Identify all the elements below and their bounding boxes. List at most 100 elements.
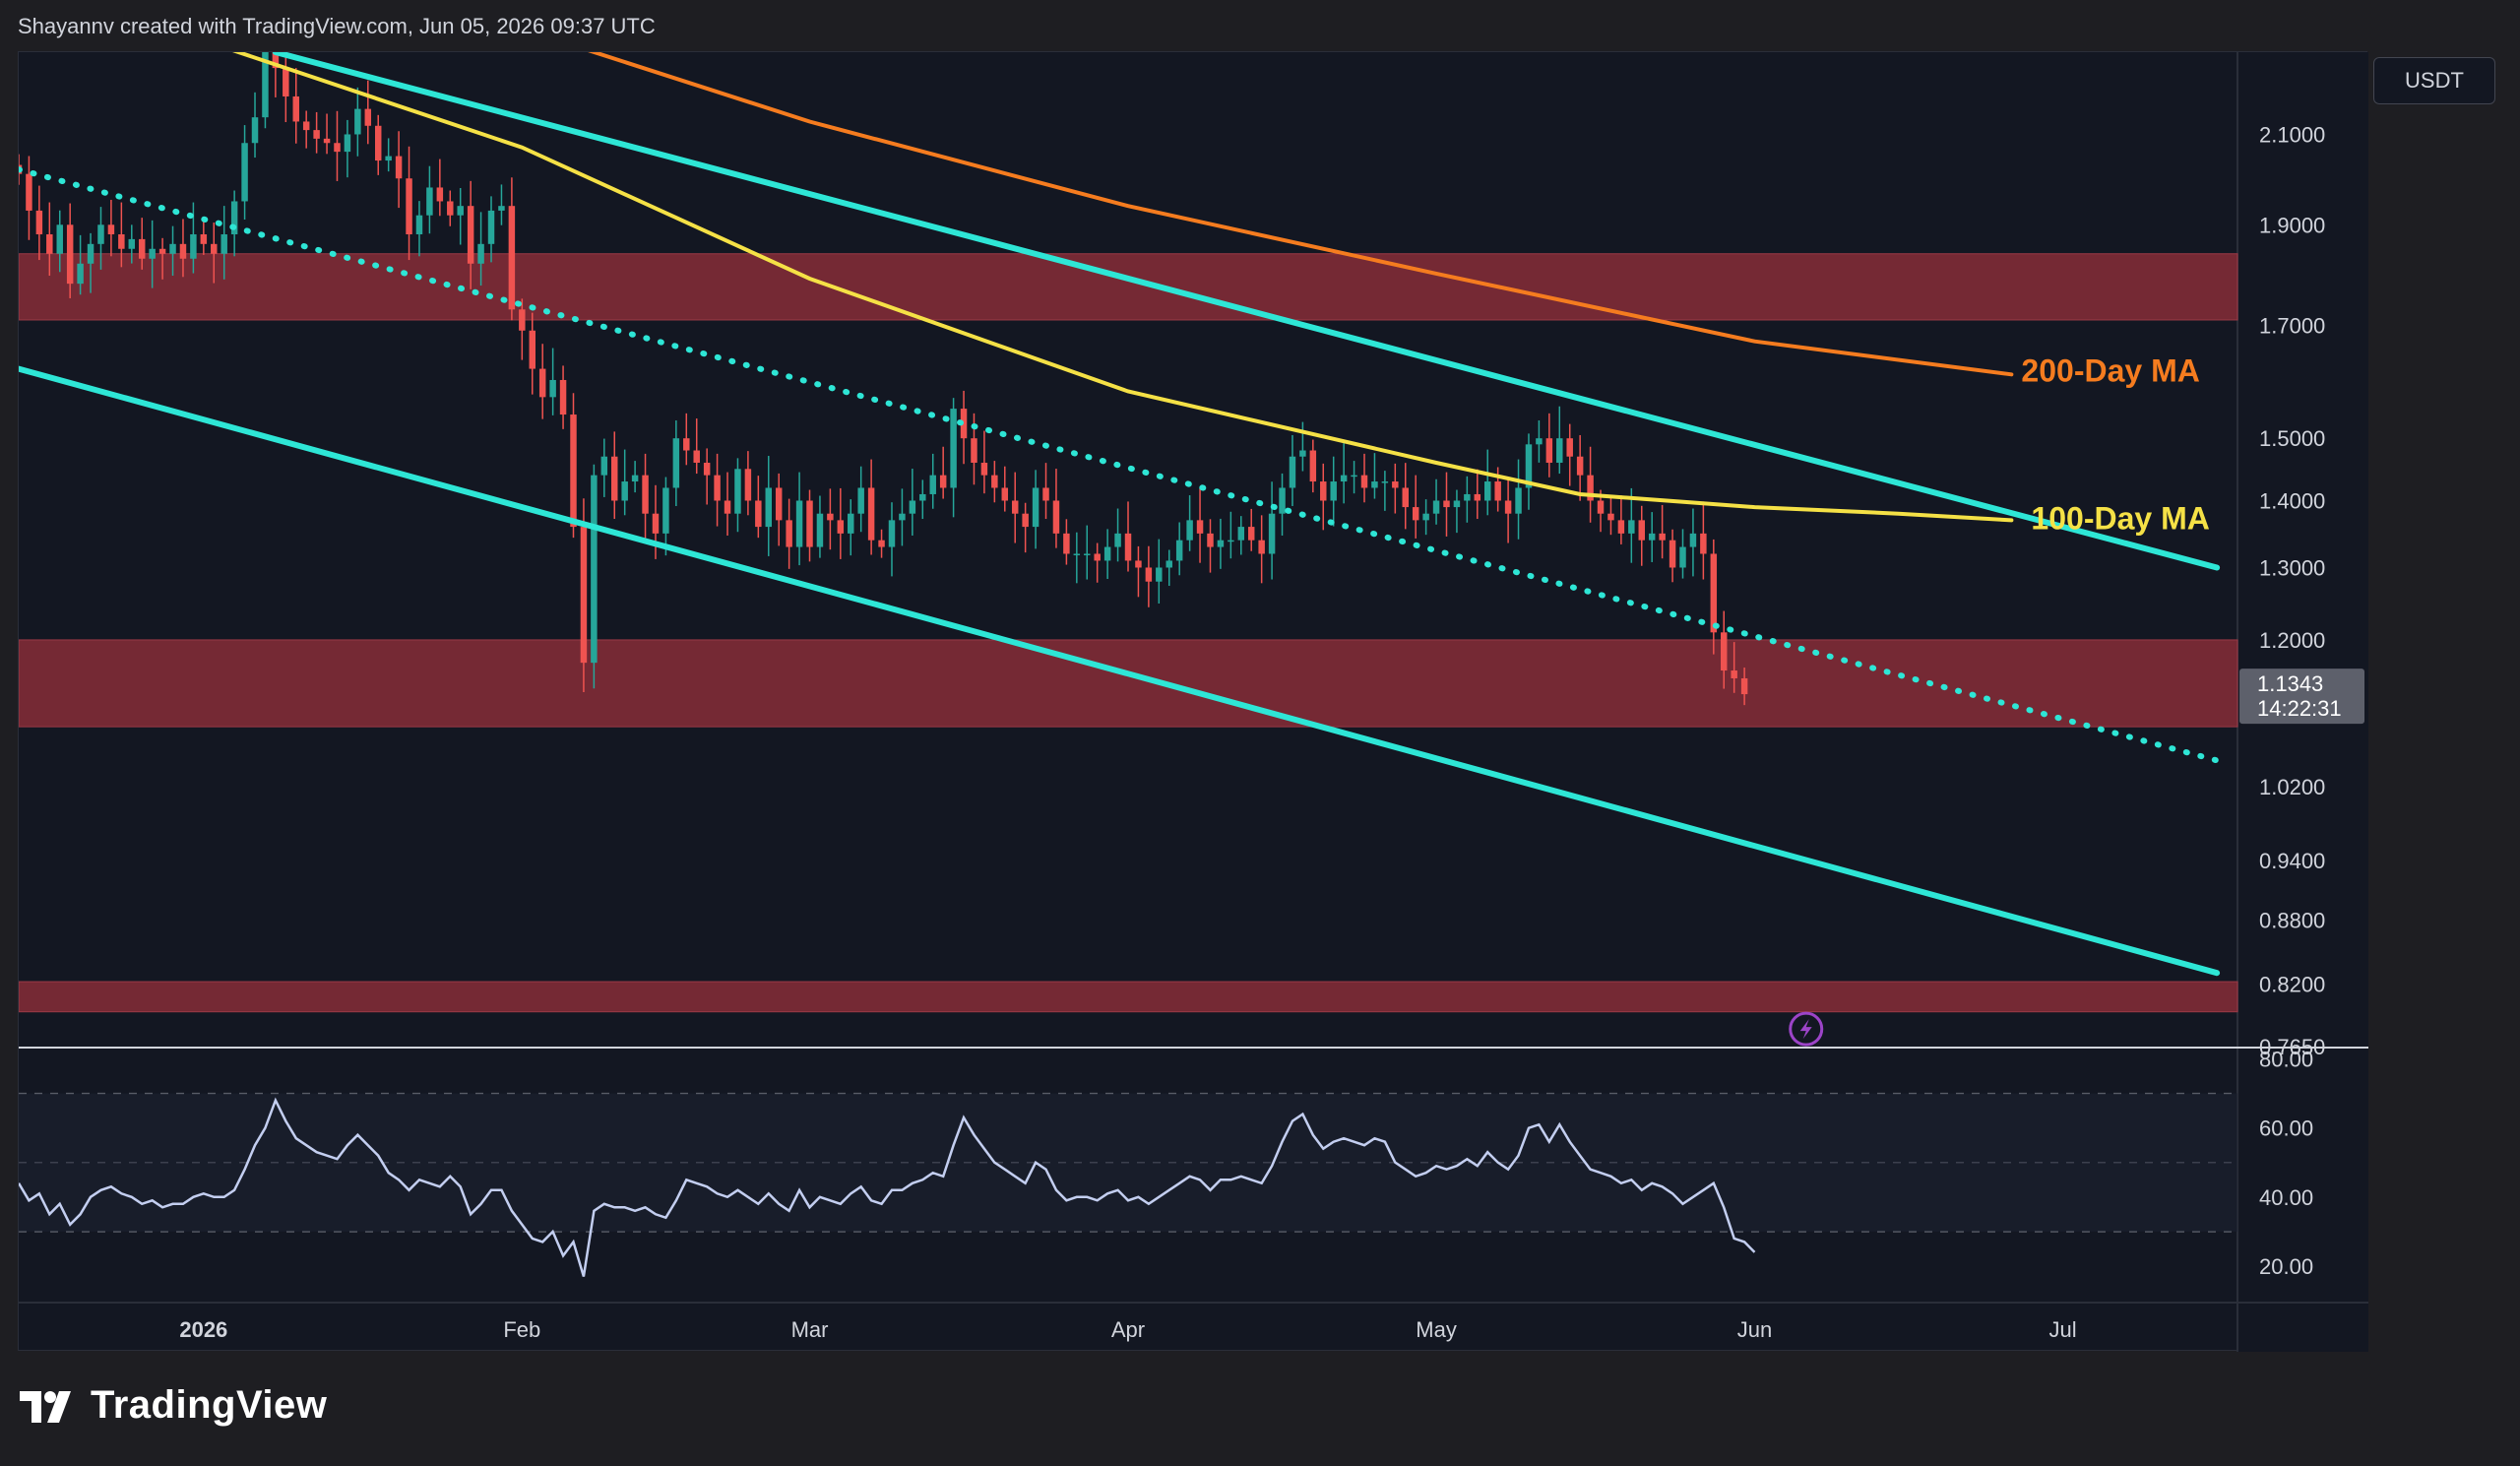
candle[interactable] <box>262 52 269 129</box>
candle[interactable] <box>138 218 146 270</box>
candle[interactable] <box>1166 549 1172 587</box>
candle[interactable] <box>559 365 567 429</box>
candle[interactable] <box>827 488 834 550</box>
candle[interactable] <box>190 202 197 274</box>
candle[interactable] <box>1669 529 1676 583</box>
candle[interactable] <box>703 448 711 505</box>
candle[interactable] <box>1052 469 1060 548</box>
candle[interactable] <box>1175 522 1183 576</box>
candle[interactable] <box>1145 545 1153 607</box>
candle[interactable] <box>251 92 259 159</box>
candle[interactable] <box>1679 529 1686 579</box>
candle[interactable] <box>1094 542 1101 583</box>
candle[interactable] <box>498 184 505 225</box>
candle[interactable] <box>1340 443 1348 504</box>
candle[interactable] <box>292 68 299 144</box>
candle[interactable] <box>344 119 351 178</box>
tradingview-brand[interactable]: TradingView <box>20 1383 327 1428</box>
candle[interactable] <box>1453 489 1461 534</box>
candle[interactable] <box>1196 487 1204 563</box>
candle[interactable] <box>1731 642 1737 693</box>
candle[interactable] <box>1217 518 1225 569</box>
candle[interactable] <box>1011 472 1019 543</box>
candle[interactable] <box>980 430 988 494</box>
channel-upper-line[interactable] <box>272 52 2221 571</box>
candle[interactable] <box>1032 470 1040 549</box>
candle[interactable] <box>467 180 474 289</box>
candle[interactable] <box>1001 466 1009 512</box>
candle[interactable] <box>857 466 864 533</box>
candle[interactable] <box>1114 508 1121 562</box>
candle[interactable] <box>765 456 773 556</box>
candle[interactable] <box>1721 610 1728 689</box>
candle[interactable] <box>1371 453 1378 499</box>
candle[interactable] <box>1103 529 1111 579</box>
candle[interactable] <box>1556 406 1563 475</box>
candle[interactable] <box>683 413 690 466</box>
candle[interactable] <box>734 458 741 533</box>
candle[interactable] <box>1042 463 1049 520</box>
candle[interactable] <box>1073 532 1081 584</box>
candle[interactable] <box>1566 423 1573 486</box>
candle[interactable] <box>919 479 926 520</box>
candle[interactable] <box>1360 453 1368 503</box>
candle[interactable] <box>939 446 947 499</box>
candle[interactable] <box>549 348 556 415</box>
candle[interactable] <box>211 223 218 284</box>
candle[interactable] <box>1504 478 1512 543</box>
candle[interactable] <box>128 224 136 264</box>
candle[interactable] <box>477 212 484 287</box>
candle[interactable] <box>662 477 669 556</box>
candle[interactable] <box>600 438 608 497</box>
candle[interactable] <box>406 146 412 261</box>
zone-0[interactable] <box>19 253 2238 321</box>
candle[interactable] <box>1648 512 1656 562</box>
candle[interactable] <box>487 196 495 263</box>
candle[interactable] <box>878 529 885 558</box>
price-chart-svg[interactable]: 200-Day MA 100-Day MA 2.1000 1.9000 1.7000 1.… <box>19 52 2368 1352</box>
candle[interactable] <box>1638 505 1645 566</box>
candle[interactable] <box>169 225 176 277</box>
candle[interactable] <box>1392 463 1399 514</box>
candle[interactable] <box>1700 501 1707 580</box>
candle[interactable] <box>1320 463 1327 531</box>
candle[interactable] <box>1084 525 1091 580</box>
candle[interactable] <box>580 498 588 693</box>
lightning-icon[interactable] <box>1789 1011 1824 1047</box>
candle[interactable] <box>1432 478 1440 525</box>
candle[interactable] <box>888 502 896 577</box>
candle[interactable] <box>1279 473 1286 536</box>
candle[interactable] <box>1659 504 1666 559</box>
candle[interactable] <box>200 220 208 255</box>
candle[interactable] <box>1124 501 1132 572</box>
candle[interactable] <box>436 159 444 217</box>
price-pane[interactable] <box>19 52 2221 977</box>
rsi-line[interactable] <box>19 1097 1756 1277</box>
candle[interactable] <box>1628 487 1635 563</box>
candle[interactable] <box>672 420 680 507</box>
candle[interactable] <box>1576 434 1584 501</box>
candle[interactable] <box>87 232 94 293</box>
candle[interactable] <box>652 484 660 559</box>
candle[interactable] <box>1258 515 1265 584</box>
candle[interactable] <box>1443 472 1450 537</box>
candle[interactable] <box>508 177 516 321</box>
candle[interactable] <box>323 113 331 155</box>
candle[interactable] <box>107 199 115 257</box>
candle[interactable] <box>26 156 32 240</box>
candle[interactable] <box>611 431 618 520</box>
candle[interactable] <box>66 203 74 298</box>
channel-middle-line[interactable] <box>19 166 2221 764</box>
candle[interactable] <box>1289 434 1296 507</box>
ma100-line[interactable] <box>19 52 2014 523</box>
candle[interactable] <box>991 461 998 503</box>
candle[interactable] <box>374 114 382 175</box>
candle[interactable] <box>1483 449 1491 516</box>
candle[interactable] <box>1156 539 1163 605</box>
candle[interactable] <box>1207 519 1214 573</box>
candle[interactable] <box>1228 511 1234 559</box>
candle[interactable] <box>775 473 783 546</box>
candle[interactable] <box>519 298 526 360</box>
candle[interactable] <box>714 453 721 527</box>
